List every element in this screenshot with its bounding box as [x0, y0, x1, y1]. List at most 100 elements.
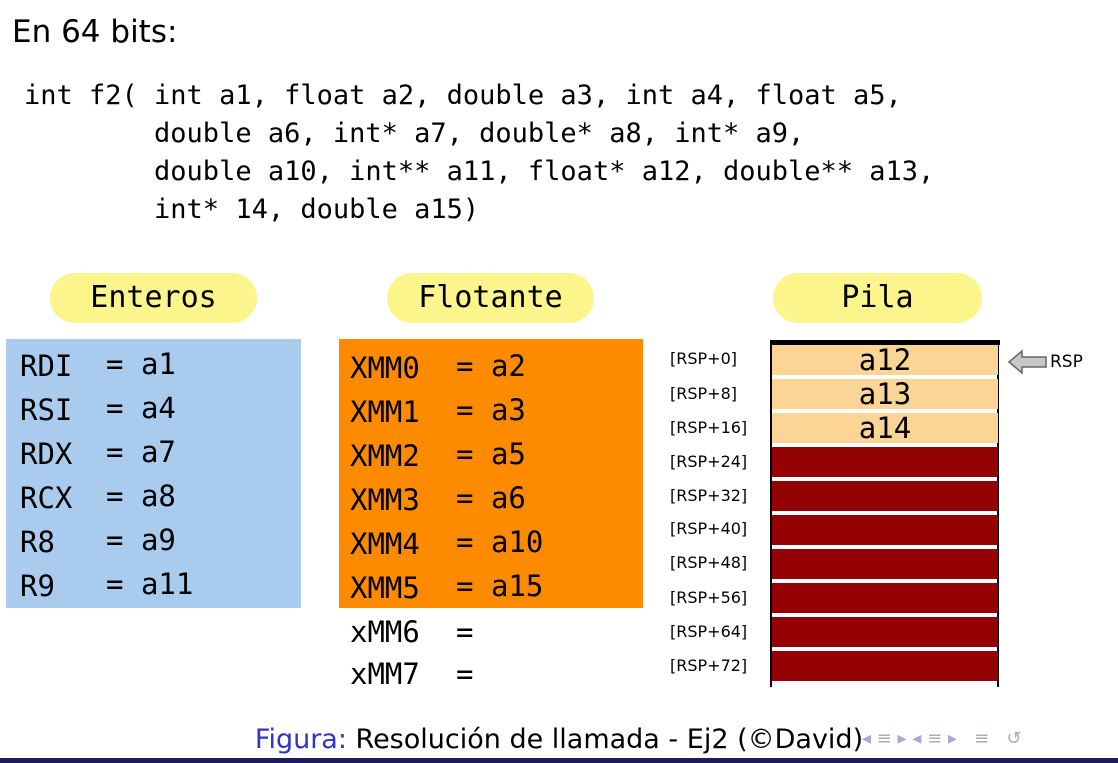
argument-name: a2	[490, 349, 526, 383]
argument-name: a8	[140, 479, 176, 513]
float-register-row: XMM0	[350, 351, 420, 385]
float-register-list: XMM0 = a2 XMM1 = a3 XMM2 = a5 XMM3 = a6 …	[339, 339, 643, 699]
argument-name: a1	[140, 347, 176, 381]
register-name: XMM5	[350, 571, 420, 605]
argument-name: a6	[490, 481, 526, 515]
register-name: RSI	[20, 393, 73, 427]
stack-slot	[772, 481, 998, 511]
integer-register-row: = a4	[106, 391, 176, 425]
equals-sign: =	[106, 435, 124, 469]
register-name: R8	[20, 525, 55, 559]
stack-slot: a13	[772, 379, 998, 409]
float-register-row: =	[456, 657, 473, 691]
float-register-row: XMM3	[350, 483, 420, 517]
float-register-row: xMM7	[350, 657, 420, 691]
argument-name: a3	[490, 393, 526, 427]
argument-name: a10	[490, 525, 544, 559]
equals-sign: =	[106, 479, 124, 513]
argument-name: a4	[140, 391, 176, 425]
float-register-row: XMM1	[350, 395, 420, 429]
float-register-row: = a15	[456, 569, 543, 603]
integer-register-row: = a1	[106, 347, 176, 381]
footer-bar	[0, 758, 1118, 763]
integer-register-row: RSI	[20, 393, 72, 427]
signature-line-4: int* 14, double a15)	[24, 194, 480, 225]
register-name: XMM0	[350, 351, 420, 385]
integer-register-row: = a11	[106, 567, 193, 601]
integer-register-row: = a7	[106, 435, 176, 469]
register-name: XMM2	[350, 439, 420, 473]
equals-sign: =	[456, 437, 474, 471]
caption-text: Resolución de llamada - Ej2 (©David)	[346, 724, 864, 755]
equals-sign: =	[456, 393, 474, 427]
float-register-row: XMM5	[350, 571, 420, 605]
stack-offset-label: [RSP+64]	[670, 622, 748, 641]
register-name: XMM4	[350, 527, 420, 561]
float-register-row: = a10	[456, 525, 543, 559]
stack-offset-label: [RSP+16]	[670, 418, 748, 437]
integer-register-row: RCX	[20, 481, 72, 515]
register-name: RDI	[20, 349, 73, 383]
figure-caption: Figura: Resolución de llamada - Ej2 (©Da…	[0, 722, 1118, 758]
stack-slot	[772, 549, 998, 579]
float-register-row: xMM6	[350, 615, 420, 649]
register-name: xMM6	[350, 615, 420, 649]
argument-name: a15	[490, 569, 544, 603]
equals-sign: =	[456, 615, 474, 649]
integer-registers-box: RDI = a1 RSI = a4 RDX = a7 RCX = a8 R8 =…	[6, 339, 301, 608]
slide-heading: En 64 bits:	[12, 14, 178, 50]
argument-name: a5	[490, 437, 526, 471]
equals-sign: =	[106, 523, 124, 557]
equals-sign: =	[456, 569, 474, 603]
signature-line-3: double a10, int** a11, float* a12, doubl…	[24, 156, 935, 187]
equals-sign: =	[106, 391, 124, 425]
stack-slot	[772, 447, 998, 477]
signature-line-1: int f2( int a1, float a2, double a3, int…	[24, 80, 902, 111]
beamer-navigation-icons[interactable]: ◂ ≡ ▸ ◂ ≡ ▸ ≡ ↺	[862, 728, 1022, 749]
integer-register-row: = a8	[106, 479, 176, 513]
float-register-row: XMM4	[350, 527, 420, 561]
stack-top-border	[770, 340, 1000, 345]
integers-column-header: Enteros	[50, 273, 257, 323]
equals-sign: =	[456, 525, 474, 559]
register-name: xMM7	[350, 657, 420, 691]
rsp-pointer-arrow-icon	[1008, 349, 1047, 375]
float-register-row: = a3	[456, 393, 526, 427]
stack-slot	[772, 515, 998, 545]
integer-register-row: R8	[20, 525, 55, 559]
integer-register-row: RDI	[20, 349, 72, 383]
float-register-row: = a6	[456, 481, 526, 515]
equals-sign: =	[456, 349, 474, 383]
float-register-row: XMM2	[350, 439, 420, 473]
stack-offset-label: [RSP+24]	[670, 452, 748, 471]
stack-slot: a12	[772, 345, 998, 375]
stack-slot	[772, 651, 998, 681]
stack-slot: a14	[772, 413, 998, 443]
signature-line-2: double a6, int* a7, double* a8, int* a9,	[24, 118, 805, 149]
stack-slot	[772, 617, 998, 647]
stack-right-border	[997, 340, 999, 687]
stack-column-header: Pila	[773, 273, 982, 323]
rsp-pointer-label: RSP	[1050, 352, 1083, 372]
equals-sign: =	[106, 347, 124, 381]
equals-sign: =	[106, 567, 124, 601]
stack-offset-label: [RSP+56]	[670, 588, 748, 607]
float-register-row: = a5	[456, 437, 526, 471]
register-name: XMM3	[350, 483, 420, 517]
argument-name: a11	[140, 567, 194, 601]
stack-offset-label: [RSP+72]	[670, 656, 748, 675]
stack-offset-label: [RSP+32]	[670, 486, 748, 505]
register-name: RDX	[20, 437, 73, 471]
equals-sign: =	[456, 657, 474, 691]
stack-offset-label: [RSP+8]	[670, 384, 737, 403]
stack-offset-label: [RSP+48]	[670, 553, 748, 572]
register-name: XMM1	[350, 395, 420, 429]
argument-name: a9	[140, 523, 176, 557]
integer-register-row: RDX	[20, 437, 72, 471]
stack-slot	[772, 583, 998, 613]
register-name: R9	[20, 569, 55, 603]
register-name: RCX	[20, 481, 73, 515]
stack-offset-label: [RSP+0]	[670, 349, 737, 368]
stack-left-border	[770, 340, 772, 687]
floats-column-header: Flotante	[387, 273, 594, 323]
